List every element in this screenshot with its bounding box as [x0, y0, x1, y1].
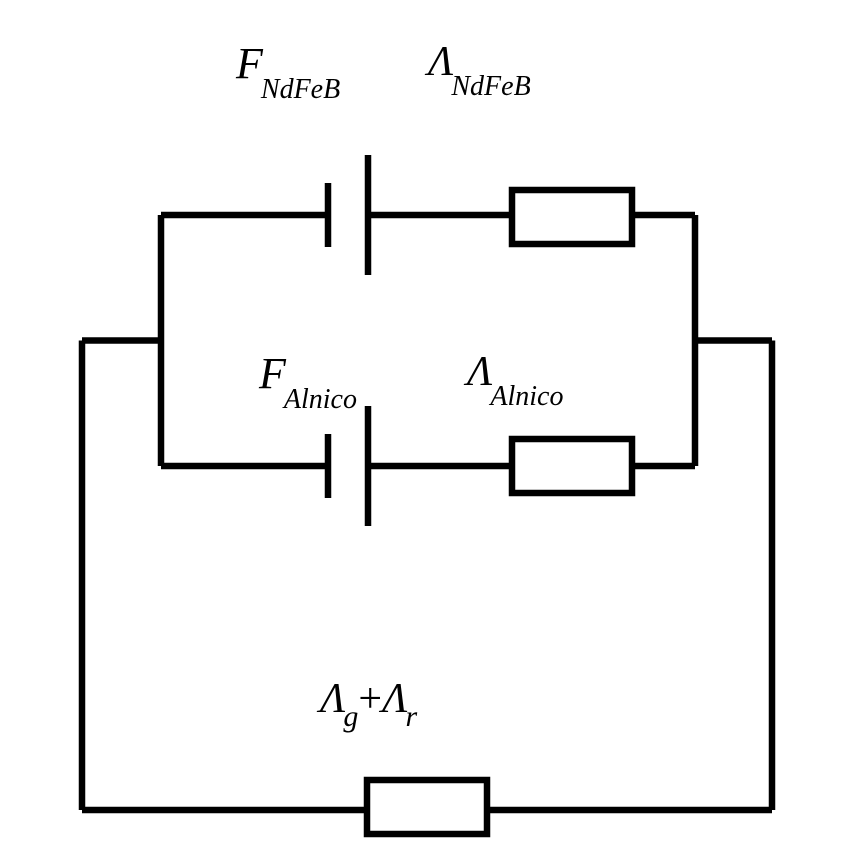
- label-f-ndfeb: FNdFeB: [236, 38, 340, 89]
- label-lambda-alnico: ΛAlnico: [467, 348, 563, 396]
- label-lambda-gr: Λg+Λr: [320, 675, 417, 723]
- label-lambda-ndfeb: ΛNdFeB: [428, 38, 531, 86]
- label-f-alnico: FAlnico: [259, 348, 357, 399]
